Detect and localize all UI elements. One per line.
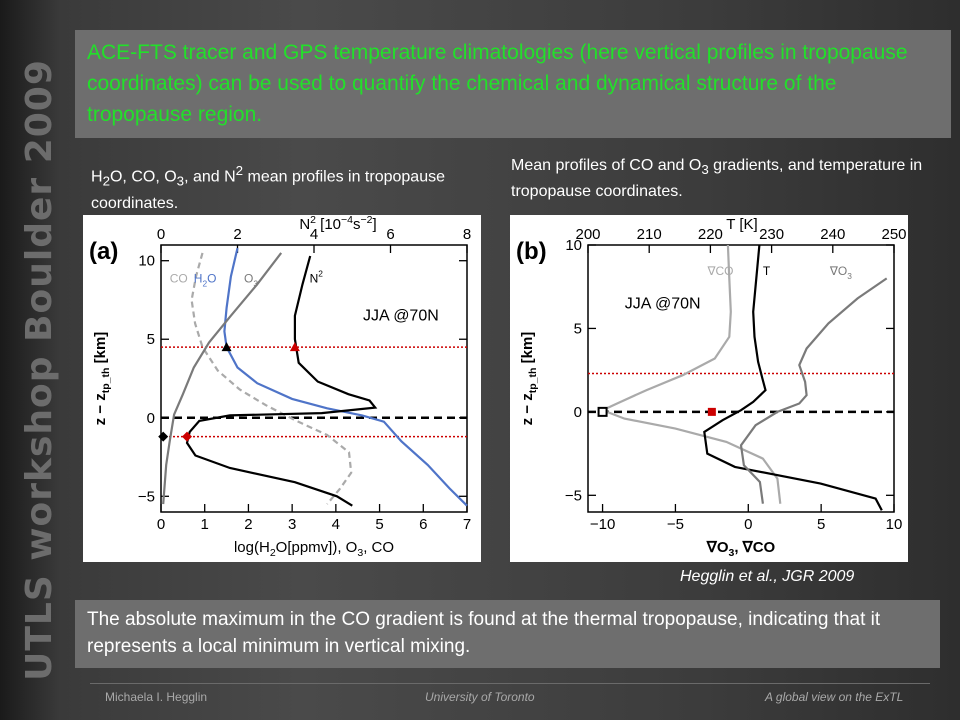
x2-tick-label: 8 [463, 226, 471, 243]
caption-b-sub: 3 [701, 162, 709, 178]
x-tick-label: −10 [590, 516, 615, 533]
x-tick-label: 2 [244, 516, 252, 533]
plot-frame [587, 244, 895, 513]
caption-a: H2O, CO, O3, and N2 mean profiles in tro… [91, 160, 491, 215]
y-axis-label: z − ztp_th [km] [92, 332, 112, 426]
series-line-h2o [223, 247, 468, 507]
marker-triangle [221, 342, 232, 352]
series-line-co [599, 244, 782, 504]
x-tick-label: 5 [375, 516, 383, 533]
x-axis-label: ∇O3, ∇CO [706, 539, 776, 559]
x2-axis-label: T [K] [726, 216, 757, 233]
x2-tick-label: 4 [310, 226, 318, 243]
series-line-o3 [739, 277, 888, 504]
marker-triangle [289, 342, 300, 352]
marker-square [707, 407, 716, 416]
footer-author: Michaela I. Hegglin [105, 690, 208, 704]
x2-tick-label: 200 [575, 226, 600, 243]
caption-a-text: O, CO, O [109, 168, 177, 186]
x2-tick-label: 250 [881, 226, 906, 243]
caption-a-sup: 2 [235, 163, 244, 178]
y-tick-label: −5 [565, 487, 582, 504]
x2-tick-label: 0 [157, 226, 165, 243]
caption-a-text: mean profiles in tropopause coordinates. [91, 168, 445, 212]
season-annotation: JJA @70N [363, 307, 439, 324]
x2-tick-label: 2 [233, 226, 241, 243]
y-tick-label: 0 [574, 404, 582, 421]
x2-tick-label: 210 [637, 226, 662, 243]
marker-diamond [182, 431, 193, 442]
x-tick-label: 5 [817, 516, 825, 533]
marker-square-open [597, 406, 608, 417]
x-axis-label: log(H2O[ppmv]), O3, CO [234, 539, 394, 559]
x-tick-label: 3 [288, 516, 296, 533]
conclusion-statement: The absolute maximum in the CO gradient … [75, 600, 940, 668]
x-tick-label: 7 [463, 516, 471, 533]
caption-a-sub: 3 [176, 173, 185, 189]
series-label-o3: O3 [244, 272, 258, 289]
series-label-grad-co: ∇CO [706, 264, 733, 278]
x2-tick-label: 220 [698, 226, 723, 243]
y-tick-label: 10 [138, 253, 155, 270]
x-tick-label: 6 [419, 516, 427, 533]
x2-tick-label: 230 [759, 226, 784, 243]
marker-diamond [158, 431, 169, 442]
series-line-n2 [185, 255, 378, 507]
series-label-n2: N2 [310, 269, 324, 286]
caption-b-text: Mean profiles of CO and O [511, 157, 702, 174]
caption-b-text: gradients, and temperature in tropopause… [511, 157, 923, 201]
chart-panel-a: 0 1 2 3 4 5 6 7 0 2 4 6 8 −5 0 5 10 (a) JJA @70N z − ztp_th… [83, 214, 481, 562]
footer-institution: University of Toronto [425, 690, 535, 704]
y-tick-label: −5 [138, 488, 155, 505]
chart-panel-b: −10 −5 0 5 10 200 210 220 230 240 250 −5 0 5 10 (b) JJA … [510, 215, 908, 562]
x-tick-label: 1 [201, 516, 209, 533]
footer-talk-title: A global view on the ExTL [765, 690, 904, 704]
y-tick-label: 5 [574, 320, 582, 337]
x2-tick-label: 240 [820, 226, 845, 243]
x-tick-label: 4 [332, 516, 340, 533]
sidebar-title: UTLS workshop Boulder 2009 [19, 59, 60, 681]
x2-axis-label: N2 [10−4s−2] [299, 215, 376, 233]
x-tick-label: 0 [744, 516, 752, 533]
series-label-h2o: H2O [194, 272, 217, 289]
series-label-temperature: T [763, 264, 771, 278]
series-label-grad-o3: ∇O3 [829, 264, 852, 281]
y-tick-label: 10 [565, 237, 582, 254]
citation: Hegglin et al., JGR 2009 [680, 568, 855, 585]
caption-a-text: H [91, 168, 103, 186]
footer-divider [90, 683, 930, 684]
x-tick-label: −5 [667, 516, 684, 533]
panel-label: (b) [516, 238, 547, 265]
caption-b: Mean profiles of CO and O3 gradients, an… [511, 155, 931, 203]
season-annotation: JJA @70N [625, 295, 701, 312]
series-line-t [703, 244, 883, 511]
header-statement: ACE-FTS tracer and GPS temperature clima… [75, 30, 951, 138]
caption-a-text: , and N [184, 168, 236, 186]
series-label-co: CO [170, 272, 188, 286]
x-tick-label: 10 [886, 516, 903, 533]
y-tick-label: 0 [147, 410, 155, 427]
x2-tick-label: 6 [386, 226, 394, 243]
y-axis-label: z − ztp_th [km] [519, 332, 539, 426]
panel-label: (a) [89, 238, 118, 265]
x-tick-label: 0 [157, 516, 165, 533]
y-tick-label: 5 [147, 331, 155, 348]
caption-a-sub: 2 [102, 173, 110, 189]
series-line-o3 [162, 252, 283, 505]
series-line-co [190, 252, 353, 505]
